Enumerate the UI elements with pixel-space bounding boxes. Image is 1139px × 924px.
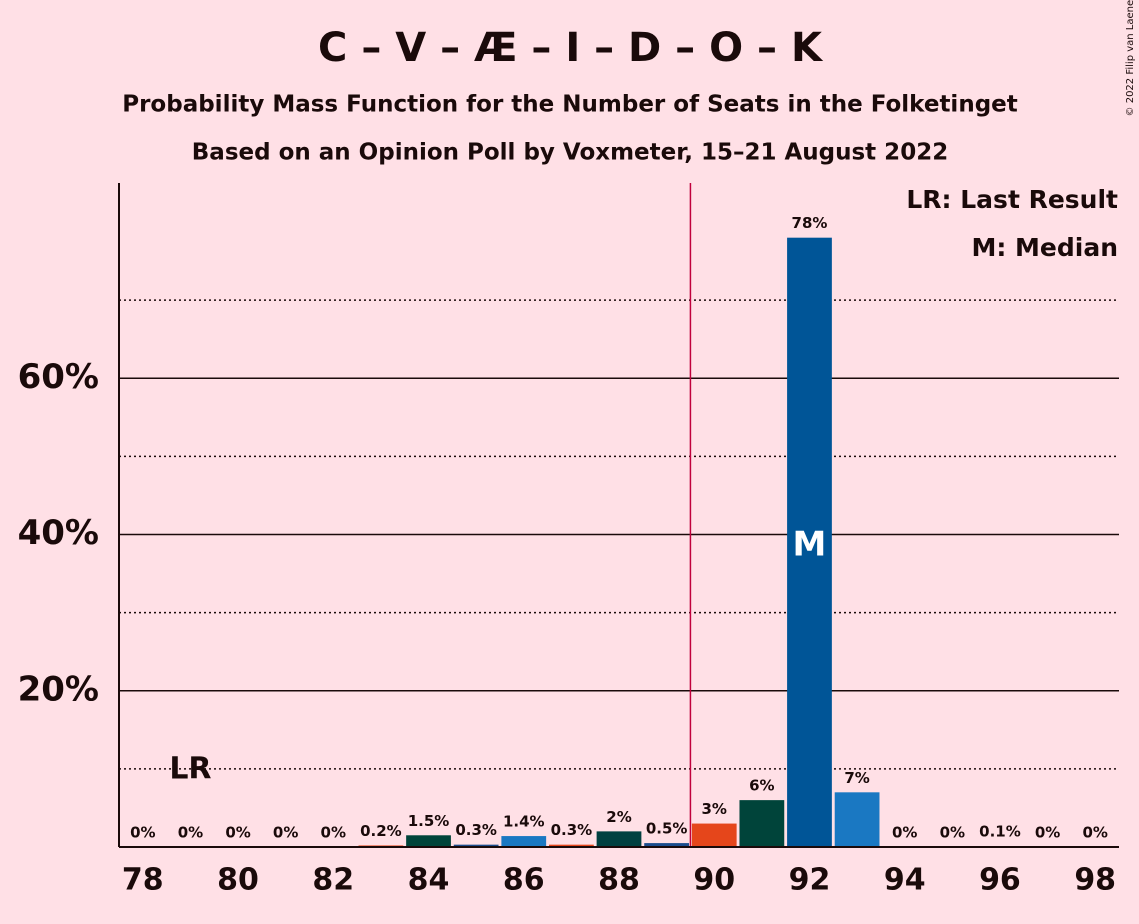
- bar: [596, 831, 642, 847]
- x-tick-label: 90: [693, 863, 735, 898]
- copyright: © 2022 Filip van Laenen: [1125, 0, 1136, 116]
- bar: [549, 844, 594, 847]
- data-label: 1.5%: [408, 812, 450, 830]
- last-result-marker: LR: [169, 752, 211, 787]
- data-label: 0%: [1035, 824, 1060, 842]
- legend-entry: LR: Last Result: [906, 185, 1118, 214]
- bar: [787, 237, 832, 847]
- bar: [406, 835, 451, 847]
- bar: [501, 836, 547, 847]
- data-label: 2%: [606, 808, 631, 826]
- bar: [644, 843, 689, 847]
- x-tick-label: 88: [598, 863, 640, 898]
- data-label: 1.4%: [503, 813, 545, 831]
- data-label: 6%: [749, 777, 774, 795]
- chart-subtitle: Probability Mass Function for the Number…: [122, 92, 1018, 118]
- y-tick-label: 60%: [18, 357, 99, 397]
- data-label: 78%: [792, 214, 828, 232]
- median-marker: M: [793, 525, 827, 565]
- data-label: 0%: [1082, 824, 1107, 842]
- chart-subtitle: Based on an Opinion Poll by Voxmeter, 15…: [192, 140, 948, 166]
- x-tick-label: 84: [408, 863, 450, 898]
- data-label: 0%: [892, 824, 917, 842]
- data-label: 0.3%: [455, 821, 497, 839]
- data-label: 0%: [225, 824, 250, 842]
- y-tick-label: 40%: [18, 513, 99, 553]
- chart-title: C – V – Æ – I – D – O – K: [318, 25, 824, 71]
- data-label: 0.1%: [979, 823, 1021, 841]
- data-label: 0%: [130, 824, 155, 842]
- bar: [453, 844, 499, 847]
- x-tick-label: 86: [503, 863, 545, 898]
- x-tick-label: 80: [217, 863, 259, 898]
- data-label: 0%: [273, 824, 298, 842]
- bar: [739, 800, 785, 847]
- bar: [691, 823, 737, 847]
- legend-entry: M: Median: [971, 233, 1118, 262]
- data-label: 0%: [178, 824, 203, 842]
- data-label: 7%: [844, 769, 869, 787]
- x-tick-label: 82: [312, 863, 354, 898]
- bar: [834, 792, 880, 847]
- x-tick-label: 98: [1074, 863, 1116, 898]
- x-tick-label: 92: [789, 863, 831, 898]
- x-tick-label: 94: [884, 863, 926, 898]
- data-label: 0.3%: [551, 821, 593, 839]
- data-label: 0%: [321, 824, 346, 842]
- data-label: 3%: [702, 800, 727, 818]
- data-label: 0.2%: [360, 822, 402, 840]
- y-tick-label: 20%: [18, 669, 99, 709]
- data-label: 0.5%: [646, 820, 688, 838]
- x-tick-label: 96: [979, 863, 1021, 898]
- x-tick-label: 78: [122, 863, 164, 898]
- data-label: 0%: [940, 824, 965, 842]
